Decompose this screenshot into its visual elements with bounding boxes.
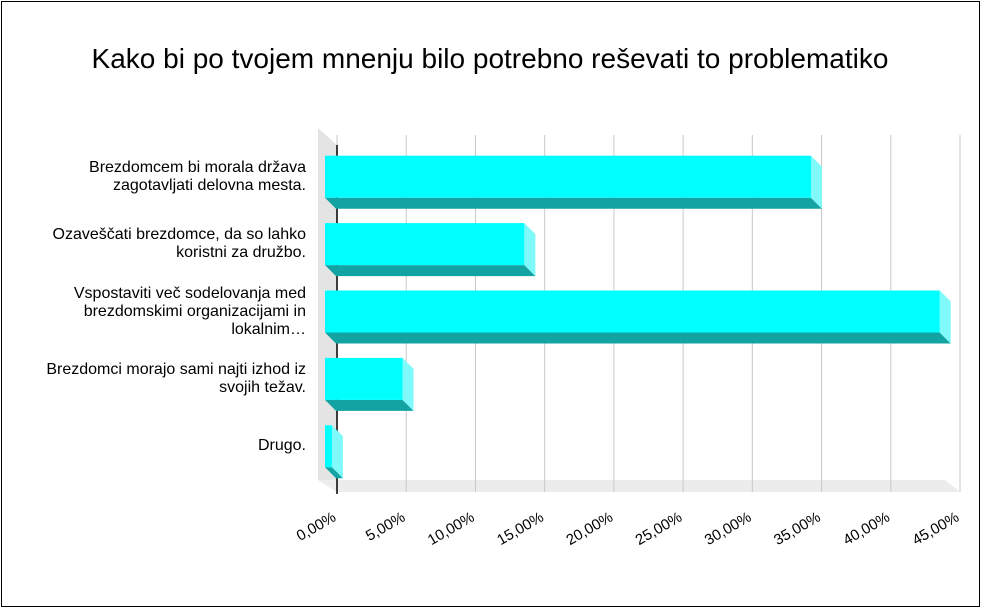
x-tick-label: 20,00% [563,509,616,549]
x-tick-label: 40,00% [840,509,893,549]
bar [325,290,940,333]
x-tick-label: 5,00% [363,509,408,545]
bar [325,357,403,400]
x-tick-label: 30,00% [702,509,755,549]
y-tick-label: Drugo. [257,437,306,455]
bar [325,425,332,468]
x-tick-label: 35,00% [771,509,824,549]
floor [318,480,960,492]
bar-side [331,425,343,479]
x-tick-label: 25,00% [633,509,686,549]
bar-side [524,223,536,277]
x-tick-label: 10,00% [425,509,478,549]
bar [325,155,811,198]
bar-bottom [325,467,343,479]
chart-title: Kako bi po tvojem mnenju bilo potrebno r… [91,43,889,74]
x-tick-label: 15,00% [494,509,547,549]
bar-bottom [325,399,414,411]
x-tick-label: 45,00% [909,509,962,549]
bar-bottom [325,197,822,209]
y-tick-label: Vspostaviti več sodelovanja med brezdoms… [73,284,306,338]
y-tick-label: Brezdomci morajo sami najti izhod iz svo… [46,360,306,396]
bar [325,223,525,266]
bar-bottom [325,265,536,277]
bar-side [939,290,951,344]
bar-bottom [325,332,951,344]
y-tick-label: Brezdomcem bi morala država zagotavljati… [89,158,306,194]
bar-side [402,357,414,411]
x-tick-label: 0,00% [294,509,339,545]
bar-side [810,155,822,209]
y-tick-label: Ozaveščati brezdomce, da so lahko korist… [52,226,306,262]
